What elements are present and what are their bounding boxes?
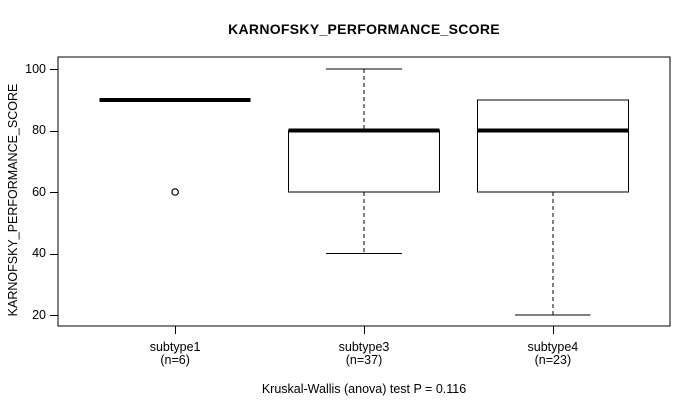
x-group-label: subtype3 (n=37) [294, 341, 434, 367]
boxplot-subtype1 [99, 97, 251, 196]
outlier-point [171, 188, 179, 196]
boxplot-subtype4 [476, 99, 629, 316]
y-tick-label: 20 [32, 307, 46, 322]
x-group-label: subtype1 (n=6) [105, 341, 245, 367]
x-group-n: (n=23) [534, 353, 572, 367]
y-tick-label: 100 [25, 61, 46, 76]
y-tick-label: 80 [32, 123, 46, 137]
stat-test-annotation: Kruskal-Wallis (anova) test P = 0.116 [261, 382, 467, 396]
x-group-name: subtype1 [149, 340, 201, 354]
x-group-name: subtype3 [338, 340, 390, 354]
x-group-n: (n=37) [345, 353, 383, 367]
x-group-label: subtype4 (n=23) [483, 341, 623, 367]
chart-title: KARNOFSKY_PERFORMANCE_SCORE [228, 21, 500, 37]
x-group-name: subtype4 [527, 340, 579, 354]
x-group-n: (n=6) [160, 353, 190, 367]
y-tick-label: 60 [32, 184, 46, 199]
boxplot-subtype3 [287, 68, 441, 254]
y-tick-label: 40 [32, 246, 46, 260]
